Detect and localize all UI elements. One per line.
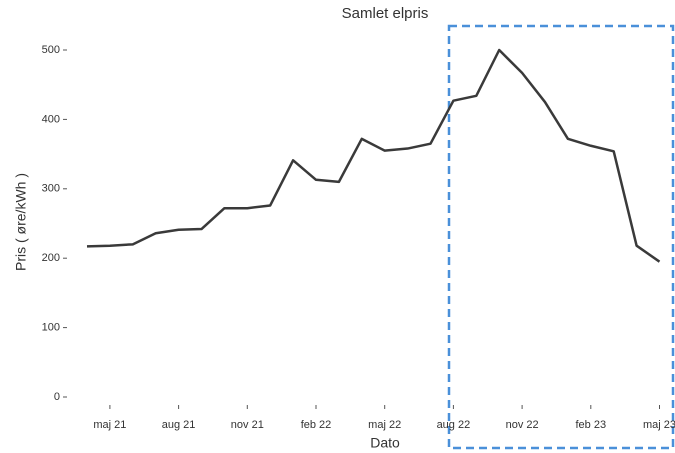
y-tick-label: 0 <box>54 391 60 403</box>
y-tick-label: 500 <box>42 44 60 56</box>
highlight-box <box>447 24 675 450</box>
y-tick-label: 400 <box>42 113 60 125</box>
y-tick-label: 100 <box>42 322 60 334</box>
x-axis-label: Dato <box>370 435 400 451</box>
x-tick-label: feb 23 <box>576 419 607 431</box>
x-tick-label: aug 21 <box>162 419 196 431</box>
y-tick-label: 300 <box>42 183 60 195</box>
x-tick-label: feb 22 <box>301 419 332 431</box>
x-tick-label: nov 22 <box>506 419 539 431</box>
x-tick-label: maj 21 <box>93 419 126 431</box>
x-tick-label: maj 22 <box>368 419 401 431</box>
x-tick-label: nov 21 <box>231 419 264 431</box>
y-tick-label: 200 <box>42 252 60 264</box>
line <box>86 48 661 263</box>
chart-title: Samlet elpris <box>342 5 429 22</box>
y-axis-label: Pris ( øre/kWh ) <box>13 173 29 271</box>
x-tick-label: aug 22 <box>437 419 471 431</box>
x-tick-label: maj 23 <box>643 419 675 431</box>
